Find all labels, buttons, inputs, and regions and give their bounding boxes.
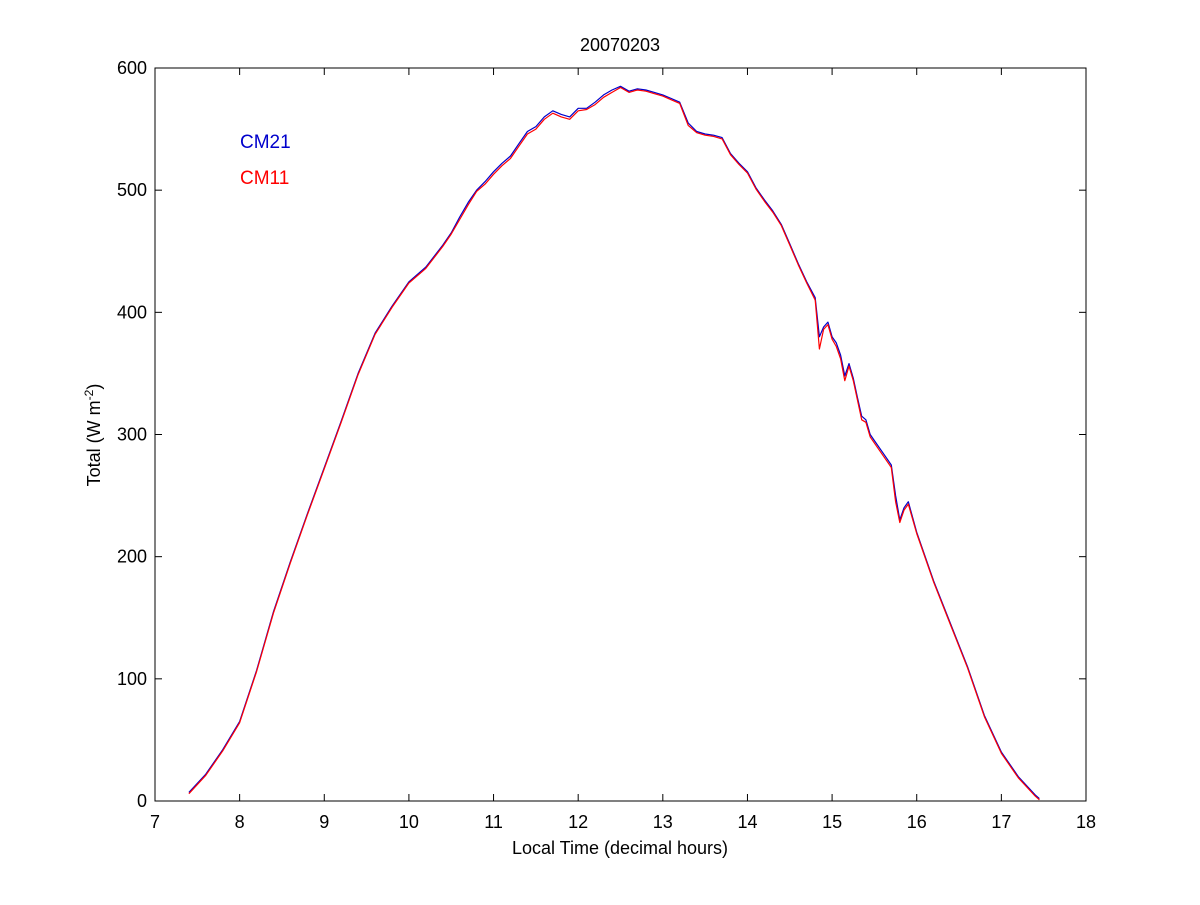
- x-axis-tick-labels: 7 8 9 10 11 12 13 14 15 16 17 18: [150, 812, 1096, 832]
- x-axis-label: Local Time (decimal hours): [512, 838, 728, 858]
- x-tick-label: 9: [319, 812, 329, 832]
- y-axis-label-main: Total (W m: [84, 400, 104, 486]
- y-tick-label: 300: [117, 425, 147, 445]
- x-tick-label: 18: [1076, 812, 1096, 832]
- x-tick-label: 8: [235, 812, 245, 832]
- y-tick-label: 400: [117, 302, 147, 322]
- x-tick-label: 12: [568, 812, 588, 832]
- x-tick-label: 17: [991, 812, 1011, 832]
- y-tick-label: 500: [117, 180, 147, 200]
- x-tick-label: 13: [653, 812, 673, 832]
- y-tick-label: 200: [117, 547, 147, 567]
- legend: CM21 CM11: [240, 132, 291, 189]
- plot-area: [154, 67, 1087, 802]
- x-tick-label: 14: [737, 812, 757, 832]
- y-axis-label: Total (W m-2): [82, 384, 104, 487]
- y-axis-label-close: ): [84, 384, 104, 390]
- y-axis-label-superscript: -2: [82, 389, 96, 400]
- x-axis-ticks: [154, 68, 1087, 801]
- x-tick-label: 10: [399, 812, 419, 832]
- x-tick-label: 7: [150, 812, 160, 832]
- x-tick-label: 16: [907, 812, 927, 832]
- series-lines: [188, 85, 1040, 801]
- legend-entry-cm11: CM11: [240, 168, 289, 189]
- x-tick-label: 15: [822, 812, 842, 832]
- y-tick-label: 0: [137, 791, 147, 811]
- series-line-cm11: [188, 86, 1040, 801]
- y-tick-label: 100: [117, 669, 147, 689]
- y-axis-ticks: [155, 67, 1086, 802]
- y-tick-label: 600: [117, 58, 147, 78]
- series-line-cm21: [188, 85, 1040, 800]
- x-tick-label: 11: [484, 812, 503, 832]
- chart-title: 20070203: [580, 35, 660, 55]
- y-axis-tick-labels: 0 100 200 300 400 500 600: [117, 58, 147, 811]
- legend-entry-cm21: CM21: [240, 132, 291, 153]
